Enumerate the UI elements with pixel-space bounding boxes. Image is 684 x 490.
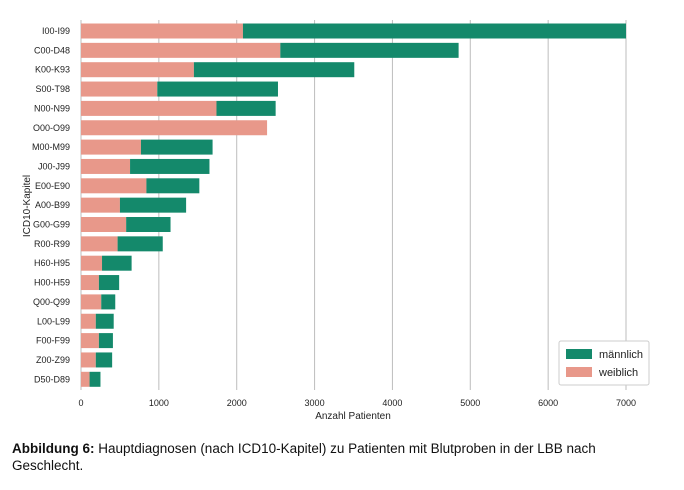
bar-weiblich [81, 23, 243, 39]
bar-weiblich [81, 62, 194, 78]
y-tick-label: Z00-Z99 [36, 355, 70, 365]
y-tick-label: H00-H59 [34, 278, 70, 288]
x-tick-label: 7000 [616, 398, 636, 408]
y-tick-label: M00-M99 [32, 142, 70, 152]
bar-weiblich [81, 333, 99, 349]
y-tick-label: K00-K93 [35, 65, 70, 75]
bar-weiblich [81, 313, 96, 329]
legend-label-maennlich: männlich [599, 349, 643, 361]
legend: männlich weiblich [558, 340, 650, 386]
y-tick-label: H60-H95 [34, 258, 70, 268]
bar-maennlich [280, 42, 459, 58]
y-tick-label: I00-I99 [42, 26, 70, 36]
bar-weiblich [81, 197, 120, 213]
bar-maennlich [216, 100, 276, 116]
bar-weiblich [81, 275, 99, 291]
x-tick-label: 6000 [538, 398, 558, 408]
y-tick-label: J00-J99 [38, 161, 70, 171]
y-tick-labels: I00-I99 C00-D48 K00-K93 S00-T98 N00-N99 O00-O… [32, 26, 70, 384]
y-tick-label: D50-D89 [34, 374, 70, 384]
bar-maennlich [102, 255, 132, 271]
legend-swatch-weiblich [566, 367, 592, 377]
bar-maennlich [98, 333, 113, 349]
x-axis-title: Anzahl Patienten [315, 411, 391, 422]
y-tick-label: O00-O99 [33, 123, 70, 133]
bar-maennlich [119, 197, 187, 213]
y-tick-label: F00-F99 [36, 336, 70, 346]
bar-weiblich [81, 158, 131, 174]
bar-maennlich [140, 139, 213, 155]
bar-weiblich [81, 139, 141, 155]
legend-label-weiblich: weiblich [598, 367, 638, 379]
bar-weiblich [81, 352, 96, 368]
x-tick-label: 1000 [149, 398, 169, 408]
x-tick-label: 5000 [460, 398, 480, 408]
bar-maennlich [101, 294, 116, 310]
y-tick-label: E00-E90 [35, 181, 70, 191]
x-tick-labels: 0 1000 2000 3000 4000 5000 6000 7000 [78, 398, 636, 408]
bar-maennlich [89, 371, 101, 387]
bar-weiblich [81, 100, 217, 116]
bars [81, 23, 626, 387]
bar-maennlich [95, 352, 113, 368]
bar-maennlich [126, 217, 171, 232]
y-tick-label: L00-L99 [37, 316, 70, 326]
y-tick-label: S00-T98 [35, 84, 70, 94]
caption-text: Hauptdiagnosen (nach ICD10-Kapitel) zu P… [12, 441, 596, 473]
y-tick-label: Q00-Q99 [33, 297, 70, 307]
bar-weiblich [81, 255, 103, 271]
x-tick-label: 3000 [305, 398, 325, 408]
bar-weiblich [81, 371, 90, 387]
caption-lead: Abbildung 6: [12, 441, 95, 456]
legend-swatch-maennlich [566, 349, 592, 359]
stacked-bar-chart: I00-I99 C00-D48 K00-K93 S00-T98 N00-N99 O00-O… [22, 20, 650, 422]
bar-maennlich [157, 81, 278, 97]
bar-maennlich [98, 275, 120, 291]
figure-caption: Abbildung 6: Hauptdiagnosen (nach ICD10-… [12, 440, 652, 474]
bar-weiblich [81, 42, 281, 58]
x-tick-label: 2000 [227, 398, 247, 408]
x-tick-label: 0 [78, 398, 83, 408]
bar-weiblich [81, 217, 127, 232]
y-tick-label: N00-N99 [34, 103, 70, 113]
y-tick-label: A00-B99 [35, 200, 70, 210]
bar-maennlich [117, 236, 163, 252]
bar-weiblich [81, 236, 118, 252]
y-tick-label: R00-R99 [34, 239, 70, 249]
bar-maennlich [242, 23, 626, 39]
y-tick-label: C00-D48 [34, 45, 70, 55]
x-tick-label: 4000 [382, 398, 402, 408]
bar-maennlich [146, 178, 200, 194]
bar-maennlich [95, 313, 114, 329]
bar-weiblich [81, 294, 102, 310]
bar-weiblich [81, 81, 158, 97]
y-tick-label: G00-G99 [33, 220, 70, 230]
y-axis-title: ICD10-Kapitel [22, 175, 33, 237]
bar-maennlich [193, 62, 355, 78]
bar-weiblich [81, 178, 147, 194]
bar-weiblich [81, 120, 268, 136]
bar-maennlich [130, 158, 210, 174]
